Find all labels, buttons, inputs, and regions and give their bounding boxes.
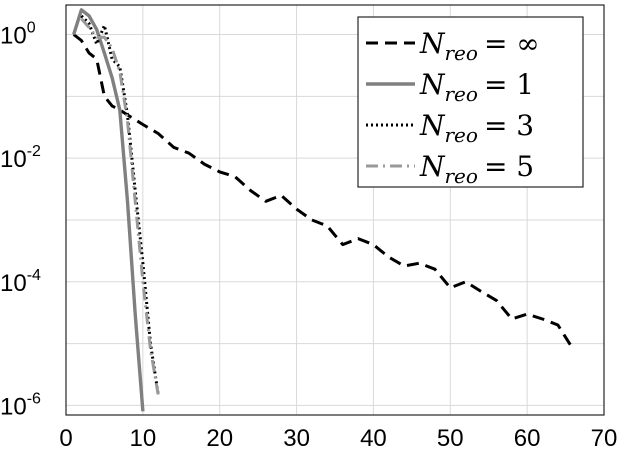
legend-label-1: Nreo = 1 <box>419 68 534 106</box>
x-tick-label: 30 <box>283 425 310 452</box>
y-tick-label: 10-4 <box>0 267 41 297</box>
y-tick-label: 10-6 <box>0 390 41 420</box>
axes: 0 10 20 30 40 50 60 70 100 10-2 10-4 10-6 <box>0 4 618 452</box>
y-tick-label: 10-2 <box>0 143 41 173</box>
x-tick-label: 20 <box>206 425 233 452</box>
series-line-2 <box>80 14 160 395</box>
series-line-0 <box>72 33 575 351</box>
y-tick-label: 100 <box>0 19 36 49</box>
legend-label-3: Nreo = 5 <box>419 150 534 188</box>
legend-label-2: Nreo = 3 <box>419 109 534 147</box>
x-tick-label: 60 <box>514 425 541 452</box>
x-tick-label: 0 <box>59 425 72 452</box>
x-tick-label: 70 <box>591 425 618 452</box>
x-tick-label: 10 <box>130 425 157 452</box>
x-tick-label: 40 <box>360 425 387 452</box>
plot-frame <box>65 4 605 416</box>
x-tick-label: 50 <box>437 425 464 452</box>
legend-label-0: Nreo = ∞ <box>419 27 540 65</box>
series-line-1 <box>72 8 145 412</box>
series-line-3 <box>80 17 160 395</box>
legend-box <box>357 16 584 188</box>
series-layer <box>72 8 575 412</box>
